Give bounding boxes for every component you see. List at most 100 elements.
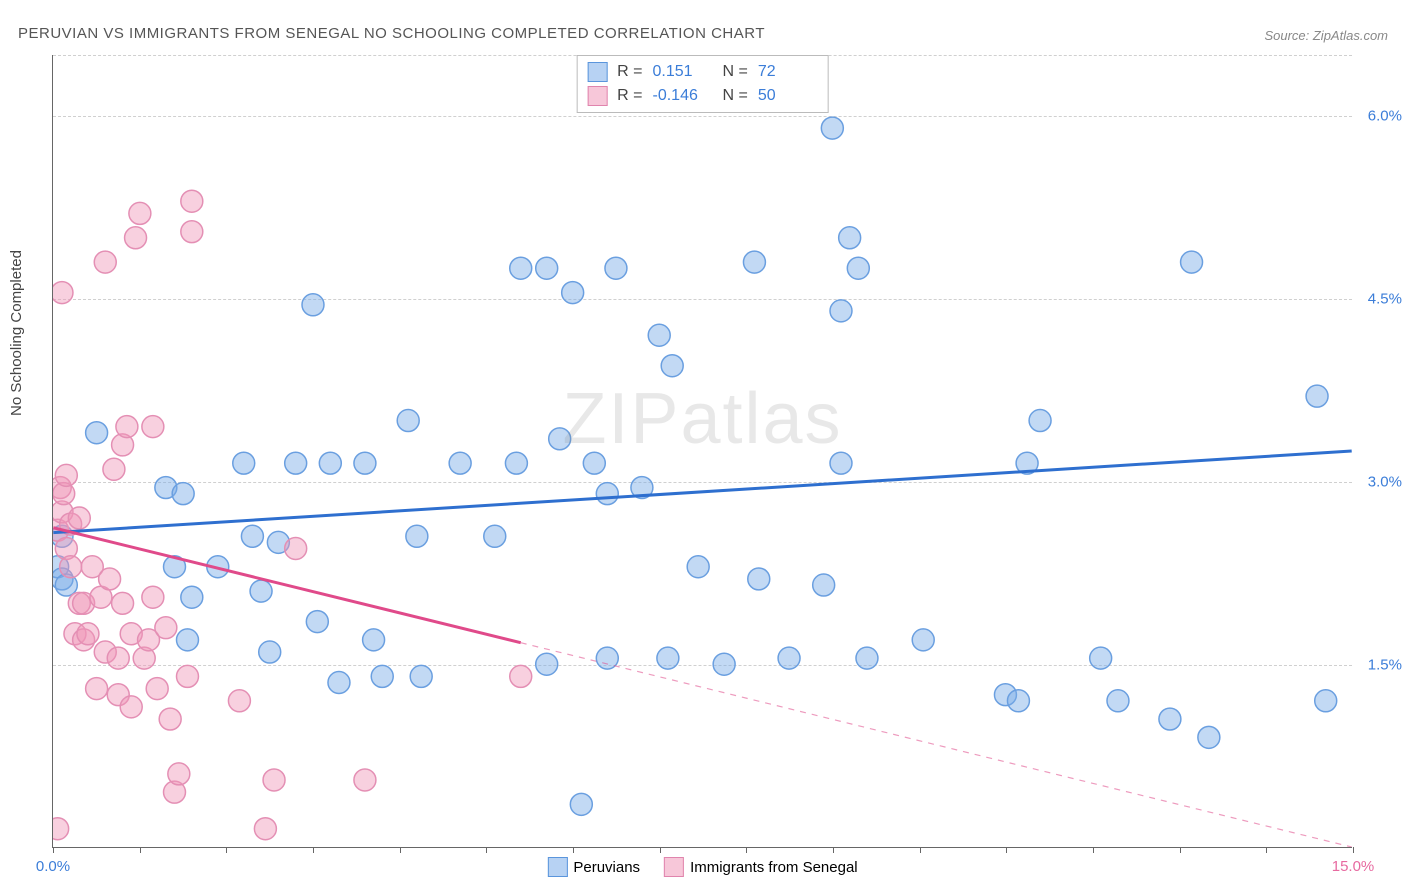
n-value: 50	[758, 84, 818, 108]
data-point	[120, 696, 142, 718]
data-point	[778, 647, 800, 669]
correlation-row: R = 0.151 N = 72	[587, 60, 818, 84]
data-point	[250, 580, 272, 602]
data-point	[406, 525, 428, 547]
data-point	[830, 452, 852, 474]
r-value: 0.151	[653, 60, 713, 84]
data-point	[228, 690, 250, 712]
data-point	[1090, 647, 1112, 669]
data-point	[1198, 726, 1220, 748]
data-point	[743, 251, 765, 273]
data-point	[116, 416, 138, 438]
data-point	[648, 324, 670, 346]
data-point	[285, 537, 307, 559]
data-point	[510, 257, 532, 279]
legend-label: Peruvians	[573, 859, 640, 876]
data-point	[306, 611, 328, 633]
y-tick-label: 6.0%	[1368, 108, 1402, 125]
legend-swatch	[587, 62, 607, 82]
data-point	[713, 653, 735, 675]
data-point	[505, 452, 527, 474]
source-attribution: Source: ZipAtlas.com	[1264, 28, 1388, 43]
data-point	[410, 665, 432, 687]
x-tick	[1266, 847, 1267, 853]
data-point	[821, 117, 843, 139]
data-point	[159, 708, 181, 730]
data-point	[1007, 690, 1029, 712]
data-point	[77, 623, 99, 645]
data-point	[1159, 708, 1181, 730]
data-point	[142, 416, 164, 438]
data-point	[181, 190, 203, 212]
data-point	[912, 629, 934, 651]
chart-container: PERUVIAN VS IMMIGRANTS FROM SENEGAL NO S…	[0, 0, 1406, 892]
x-tick	[920, 847, 921, 853]
data-point	[86, 422, 108, 444]
data-point	[687, 556, 709, 578]
data-point	[484, 525, 506, 547]
data-point	[1306, 385, 1328, 407]
data-point	[1315, 690, 1337, 712]
x-tick-label-right: 15.0%	[1332, 858, 1375, 875]
data-point	[354, 769, 376, 791]
data-point	[129, 202, 151, 224]
data-point	[661, 355, 683, 377]
x-tick	[746, 847, 747, 853]
legend-label: Immigrants from Senegal	[690, 859, 858, 876]
legend-swatch	[547, 857, 567, 877]
data-point	[319, 452, 341, 474]
data-point	[254, 818, 276, 840]
data-point	[847, 257, 869, 279]
n-value: 72	[758, 60, 818, 84]
scatter-svg	[53, 55, 1352, 847]
data-point	[583, 452, 605, 474]
data-point	[86, 678, 108, 700]
data-point	[241, 525, 263, 547]
chart-title: PERUVIAN VS IMMIGRANTS FROM SENEGAL NO S…	[18, 25, 765, 42]
legend-swatch	[587, 86, 607, 106]
correlation-legend-box: R =0.151N =72R =-0.146N =50	[576, 55, 829, 113]
legend-swatch	[664, 857, 684, 877]
data-point	[354, 452, 376, 474]
data-point	[142, 586, 164, 608]
regression-line-dashed	[521, 643, 1352, 847]
data-point	[449, 452, 471, 474]
data-point	[53, 818, 69, 840]
data-point	[68, 507, 90, 529]
data-point	[172, 483, 194, 505]
data-point	[94, 251, 116, 273]
data-point	[259, 641, 281, 663]
data-point	[1029, 410, 1051, 432]
data-point	[328, 672, 350, 694]
data-point	[263, 769, 285, 791]
data-point	[181, 586, 203, 608]
plot-area: ZIPatlas R =0.151N =72R =-0.146N =50 Per…	[52, 55, 1352, 848]
x-tick	[573, 847, 574, 853]
data-point	[813, 574, 835, 596]
n-label: N =	[723, 60, 748, 84]
x-tick	[660, 847, 661, 853]
data-point	[1181, 251, 1203, 273]
y-axis-label: No Schooling Completed	[8, 250, 25, 416]
data-point	[549, 428, 571, 450]
n-label: N =	[723, 84, 748, 108]
legend-item: Immigrants from Senegal	[664, 857, 858, 877]
series-legend: Peruvians Immigrants from Senegal	[547, 857, 857, 877]
x-tick	[400, 847, 401, 853]
data-point	[570, 793, 592, 815]
r-label: R =	[617, 60, 642, 84]
data-point	[233, 452, 255, 474]
x-tick	[53, 847, 54, 853]
data-point	[112, 592, 134, 614]
data-point	[856, 647, 878, 669]
data-point	[302, 294, 324, 316]
data-point	[103, 458, 125, 480]
x-tick	[833, 847, 834, 853]
data-point	[155, 617, 177, 639]
data-point	[99, 568, 121, 590]
x-tick	[313, 847, 314, 853]
x-tick	[1093, 847, 1094, 853]
data-point	[285, 452, 307, 474]
data-point	[748, 568, 770, 590]
data-point	[181, 221, 203, 243]
